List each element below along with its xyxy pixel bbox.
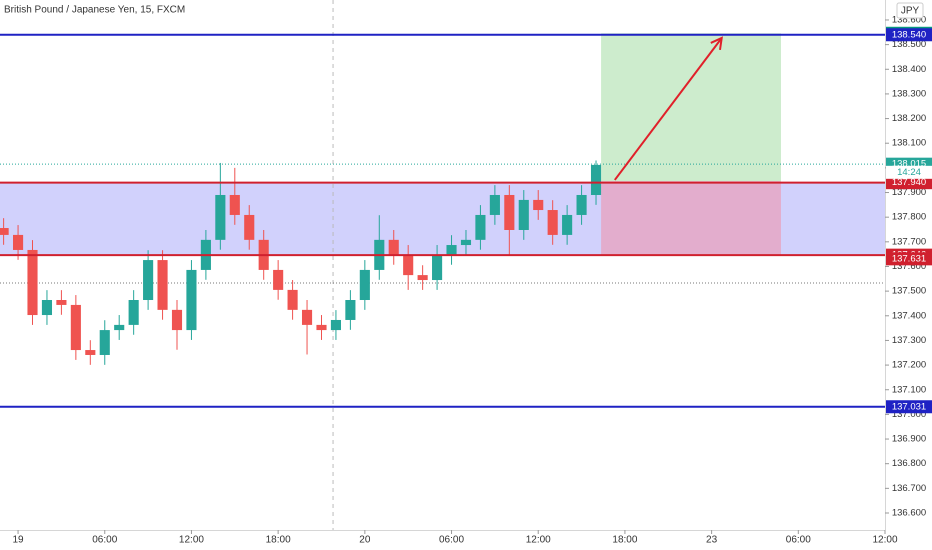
y-tick-label: 137.100 bbox=[892, 384, 926, 395]
x-tick-label: 06:00 bbox=[439, 535, 464, 546]
candle-body bbox=[0, 228, 9, 235]
x-tick-label: 18:00 bbox=[612, 535, 637, 546]
arrow-head bbox=[710, 36, 723, 50]
candle-body bbox=[143, 260, 154, 301]
candle-body bbox=[403, 254, 414, 276]
candle-body bbox=[489, 194, 500, 215]
currency-box[interactable] bbox=[896, 2, 924, 19]
x-tick-label: 18:00 bbox=[266, 535, 291, 546]
price-label-bg bbox=[886, 252, 932, 266]
candle-body bbox=[229, 194, 240, 215]
candle-body bbox=[547, 210, 558, 235]
candle-body bbox=[417, 275, 428, 281]
candle-body bbox=[186, 269, 197, 331]
y-tick-label: 136.600 bbox=[892, 508, 926, 519]
price-label: 138.540 bbox=[892, 29, 926, 40]
candle-body bbox=[244, 214, 255, 240]
currency[interactable]: JPY bbox=[901, 6, 920, 17]
candle-body bbox=[460, 239, 472, 246]
y-tick-label: 137.000 bbox=[892, 409, 926, 420]
x-tick-label: 20 bbox=[359, 535, 371, 546]
y-tick-label: 137.900 bbox=[892, 187, 926, 198]
price-label: 137.031 bbox=[892, 401, 926, 412]
x-tick-label: 12:00 bbox=[526, 535, 551, 546]
candle-body bbox=[273, 269, 284, 290]
price-label: 137.940 bbox=[892, 177, 926, 188]
y-tick-label: 138.200 bbox=[892, 113, 926, 124]
price-label-bg bbox=[886, 400, 932, 414]
y-tick-label: 136.800 bbox=[892, 458, 926, 469]
plot bbox=[0, 0, 885, 530]
y-tick-label: 137.400 bbox=[892, 310, 926, 321]
x-tick-label: 23 bbox=[706, 535, 718, 546]
price-label-bg bbox=[886, 28, 932, 42]
y-tick-label: 137.600 bbox=[892, 261, 926, 272]
price-label: 138.015 bbox=[892, 159, 926, 170]
candle-body bbox=[13, 234, 24, 250]
candle-body bbox=[388, 239, 399, 255]
candle-body bbox=[562, 214, 573, 235]
price-label: 137.631 bbox=[892, 253, 926, 264]
y-tick-label: 137.500 bbox=[892, 286, 926, 297]
x-tick-label: 06:00 bbox=[92, 535, 117, 546]
x-tick-label: 19 bbox=[12, 535, 24, 546]
y-tick-label: 136.700 bbox=[892, 483, 926, 494]
candle-body bbox=[157, 260, 168, 310]
candle-body bbox=[56, 300, 67, 305]
candle-body bbox=[590, 164, 602, 195]
x-tick-label: 12:00 bbox=[179, 535, 204, 546]
candle-body bbox=[576, 194, 587, 215]
y-tick-label: 137.700 bbox=[892, 236, 926, 247]
candle-body bbox=[70, 304, 81, 351]
candle-body bbox=[330, 319, 341, 331]
countdown: 14:24 bbox=[897, 167, 921, 178]
candle-body bbox=[287, 289, 298, 310]
x-tick-label: 06:00 bbox=[786, 535, 811, 546]
candle-body bbox=[475, 214, 486, 240]
candle-body bbox=[215, 194, 226, 240]
candle-body bbox=[518, 199, 529, 230]
y-tick-label: 137.300 bbox=[892, 335, 926, 346]
y-tick-label: 138.100 bbox=[892, 138, 926, 149]
axes: 136.600 136.700 136.800 136.900 137.000 137.1… bbox=[12, 14, 932, 546]
candle-body bbox=[432, 254, 443, 281]
y-tick-label: 137.200 bbox=[892, 360, 926, 371]
countdown-bg bbox=[886, 165, 932, 179]
candle-body bbox=[345, 300, 356, 320]
x-tick-label: 12:00 bbox=[872, 535, 897, 546]
price-label-bg bbox=[886, 176, 932, 190]
profit-box bbox=[601, 33, 781, 182]
y-tick-label: 136.900 bbox=[892, 434, 926, 445]
candle-body bbox=[504, 194, 515, 230]
arrow-line bbox=[614, 37, 723, 181]
y-tick-label: 138.600 bbox=[892, 14, 926, 25]
chart-title: British Pound / Japanese Yen, 15, FXCM bbox=[4, 5, 185, 16]
candle-body bbox=[171, 309, 183, 331]
candle-body bbox=[27, 249, 38, 316]
candle-body bbox=[85, 350, 96, 355]
candle-body bbox=[316, 324, 327, 331]
candle-body bbox=[99, 330, 110, 355]
y-tick-label: 137.800 bbox=[892, 212, 926, 223]
candle-body bbox=[446, 245, 457, 255]
candle-body bbox=[114, 324, 125, 331]
y-tick-label: 138.500 bbox=[892, 39, 926, 50]
loss-box bbox=[601, 181, 781, 256]
candle-body bbox=[41, 300, 53, 316]
candle-body bbox=[301, 309, 313, 325]
y-tick-label: 138.300 bbox=[892, 88, 926, 99]
candle-body bbox=[533, 199, 544, 211]
price-axis-bg bbox=[886, 0, 932, 550]
y-tick-label: 138.400 bbox=[892, 64, 926, 75]
candle-body bbox=[359, 269, 370, 301]
candle-body bbox=[128, 300, 139, 325]
